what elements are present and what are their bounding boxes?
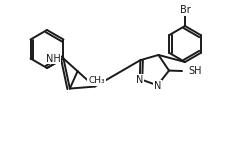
Text: N: N <box>136 75 143 85</box>
Text: SH: SH <box>188 66 202 76</box>
Text: N: N <box>154 81 161 91</box>
Text: CH₃: CH₃ <box>88 76 105 85</box>
Text: Br: Br <box>180 5 190 15</box>
Text: NH: NH <box>46 53 60 64</box>
